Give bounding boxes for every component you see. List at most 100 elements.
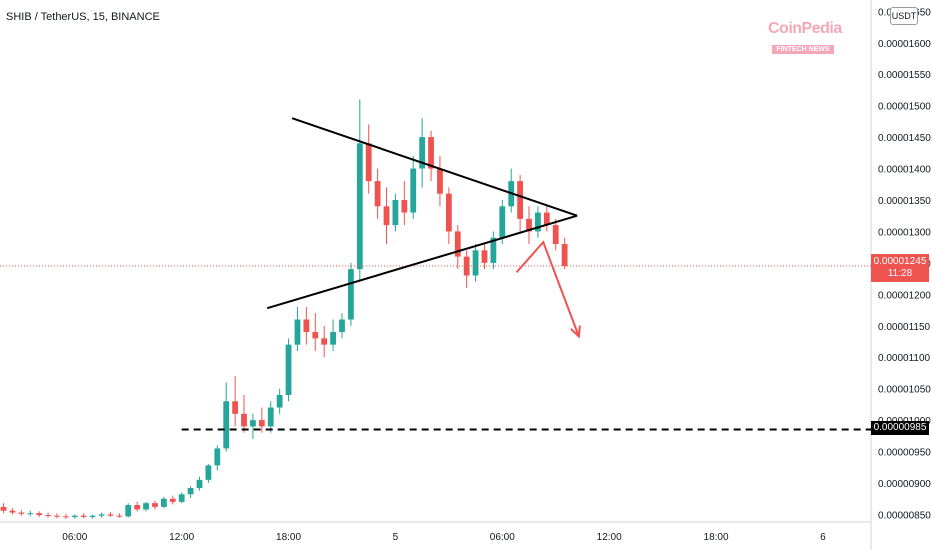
candle-body (152, 503, 158, 507)
candle[interactable] (543, 206, 550, 232)
candle[interactable] (285, 338, 292, 402)
candle[interactable] (152, 500, 158, 510)
candle-body (250, 420, 256, 427)
currency-button[interactable]: USDT (890, 7, 918, 25)
candle[interactable] (134, 501, 141, 512)
candle[interactable] (419, 118, 426, 188)
candle[interactable] (9, 508, 16, 515)
candle[interactable] (561, 237, 568, 270)
candle[interactable] (258, 407, 265, 433)
projection-arrow[interactable] (515, 240, 580, 337)
candle[interactable] (499, 199, 506, 245)
y-tick-label: 0.00001200 (878, 290, 931, 301)
candle[interactable] (294, 306, 301, 351)
candle[interactable] (303, 306, 310, 345)
candle-body (437, 168, 443, 194)
candle[interactable] (205, 464, 212, 484)
candle-body (196, 479, 203, 489)
candle[interactable] (374, 168, 381, 219)
candle[interactable] (241, 394, 247, 433)
candle[interactable] (160, 496, 167, 509)
candle[interactable] (125, 503, 132, 518)
candle[interactable] (143, 501, 149, 512)
candle[interactable] (98, 512, 105, 518)
candle-body (89, 515, 96, 517)
triangle-upper-trendline[interactable] (291, 117, 578, 217)
candle[interactable] (445, 187, 452, 245)
candle[interactable] (169, 495, 176, 505)
candle[interactable] (365, 124, 372, 194)
watermark-tagline: FINTECH NEWS (772, 45, 834, 54)
candle[interactable] (80, 513, 87, 519)
y-tick-label: 0.00001100 (878, 353, 931, 364)
candle[interactable] (330, 319, 336, 351)
candle[interactable] (250, 413, 256, 439)
candle-body (125, 505, 132, 517)
candle-body (499, 206, 506, 238)
candle[interactable] (45, 512, 51, 518)
candle[interactable] (54, 513, 60, 519)
candle-body (143, 503, 149, 510)
candle[interactable] (312, 313, 319, 351)
candle[interactable] (463, 250, 470, 289)
candle[interactable] (339, 313, 345, 339)
y-tick-label: 0.00001600 (878, 39, 931, 50)
candle-body (178, 494, 185, 502)
candle[interactable] (401, 181, 408, 226)
candle[interactable] (481, 244, 488, 270)
candle[interactable] (508, 168, 515, 213)
candle-body (517, 181, 524, 219)
candle-body (374, 181, 381, 207)
x-axis: 06:00 12:00 18:00 5 06:00 12:00 18:00 6 (62, 532, 826, 543)
candle[interactable] (472, 244, 479, 282)
candle[interactable] (107, 511, 114, 517)
candle[interactable] (356, 99, 363, 282)
candle[interactable] (71, 514, 78, 519)
candle[interactable] (410, 155, 417, 219)
candle[interactable] (535, 206, 541, 238)
candle[interactable] (526, 206, 532, 245)
candle[interactable] (552, 218, 559, 251)
candle[interactable] (0, 503, 7, 514)
candle[interactable] (347, 262, 354, 326)
candle[interactable] (27, 510, 34, 517)
candle[interactable] (223, 382, 230, 452)
x-tick-label: 06:00 (62, 532, 87, 543)
candle-body (383, 206, 390, 226)
candle[interactable] (517, 174, 524, 232)
candle[interactable] (36, 511, 43, 517)
candle[interactable] (321, 325, 328, 358)
candle-body (63, 516, 69, 518)
candle[interactable] (187, 486, 194, 499)
candle[interactable] (428, 130, 434, 182)
y-tick-label: 0.00000850 (878, 510, 931, 521)
candle-body (472, 250, 479, 276)
candle-body (267, 407, 274, 427)
support-price-badge: 0.00000985 (871, 421, 929, 435)
x-tick-label: 12:00 (597, 532, 622, 543)
candle[interactable] (454, 225, 461, 270)
candle[interactable] (63, 513, 69, 519)
candle-body (365, 143, 372, 182)
candle[interactable] (178, 492, 185, 504)
x-tick-label: 18:00 (704, 532, 729, 543)
candle[interactable] (89, 514, 96, 519)
candle[interactable] (18, 510, 25, 516)
candle[interactable] (232, 376, 239, 427)
candle-body (463, 256, 470, 276)
triangle-lower-trendline[interactable] (266, 214, 578, 310)
candle[interactable] (437, 155, 443, 207)
candle[interactable] (214, 445, 221, 471)
candle[interactable] (116, 513, 123, 518)
candle-body (214, 448, 221, 466)
candle[interactable] (276, 388, 283, 414)
candle-body (27, 513, 34, 515)
candle[interactable] (392, 193, 399, 232)
candle[interactable] (196, 476, 203, 491)
candle[interactable] (490, 231, 497, 270)
candle[interactable] (267, 401, 274, 433)
candle[interactable] (383, 187, 390, 245)
drawings (0, 117, 871, 431)
